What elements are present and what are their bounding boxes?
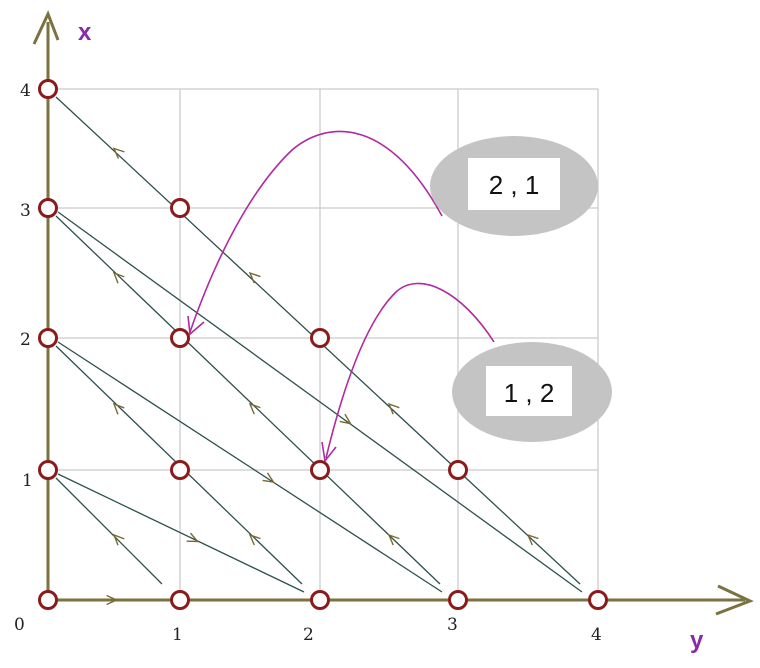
enumeration-path xyxy=(55,96,583,593)
vertical-tick-0: 0 xyxy=(14,615,25,635)
path-arrow-icon xyxy=(387,402,400,415)
path-arrow-icon xyxy=(526,533,539,546)
lattice-point xyxy=(170,328,190,348)
path-arrow-icon xyxy=(112,533,125,546)
path-arrow-icon xyxy=(387,533,400,546)
lattice-point xyxy=(38,328,58,348)
path-arrow-icon xyxy=(186,532,200,543)
lattice-point xyxy=(170,590,190,610)
horizontal-axis-label: y xyxy=(690,627,704,654)
axes xyxy=(32,10,754,616)
lattice-point xyxy=(170,460,190,480)
lattice-point xyxy=(310,590,330,610)
diagonal-segment-1 xyxy=(55,477,163,585)
callout-curve-1-2 xyxy=(325,282,495,459)
horizontal-tick-2: 2 xyxy=(303,625,314,645)
lattice-point xyxy=(448,460,468,480)
lattice-points xyxy=(38,79,608,610)
callout-arrow-icon xyxy=(187,315,205,336)
lattice-point xyxy=(448,590,468,610)
lattice-point xyxy=(588,590,608,610)
lattice-point xyxy=(310,460,330,480)
path-direction-arrows xyxy=(106,147,539,606)
vertical-tick-4: 4 xyxy=(20,81,31,101)
horizontal-tick-3: 3 xyxy=(447,615,458,635)
path-arrow-icon xyxy=(339,413,352,425)
return-segment-2 xyxy=(57,341,443,593)
return-segment-1 xyxy=(57,473,305,593)
horizontal-axis-arrow-icon xyxy=(715,584,754,616)
lattice-point xyxy=(170,198,190,218)
vertical-tick-2: 2 xyxy=(20,330,31,350)
callout-curve-2-1 xyxy=(189,130,443,333)
vertical-tick-1: 1 xyxy=(22,471,33,491)
bubble-label-box xyxy=(486,366,572,416)
callout-bubble-1-2: 1 , 2 xyxy=(452,342,612,442)
path-arrow-icon xyxy=(248,533,261,546)
path-arrow-icon xyxy=(248,271,261,284)
callout-arrow-icon xyxy=(321,441,337,463)
path-arrow-icon xyxy=(112,271,125,284)
vertical-axis-label: x xyxy=(78,19,92,46)
path-arrow-icon xyxy=(112,147,125,159)
horizontal-tick-1: 1 xyxy=(172,625,183,645)
vertical-tick-3: 3 xyxy=(20,201,31,221)
path-arrow-icon xyxy=(248,402,261,415)
path-arrow-icon xyxy=(112,402,125,415)
horizontal-tick-4: 4 xyxy=(591,625,602,645)
callout-bubble-2-1: 2 , 1 xyxy=(430,136,598,236)
lattice-point xyxy=(310,328,330,348)
diagonal-segment-3 xyxy=(55,215,441,585)
bubble-label-box xyxy=(468,158,560,210)
path-arrow-icon xyxy=(262,472,275,484)
path-arrow-icon xyxy=(106,594,119,606)
lattice-point xyxy=(38,79,58,99)
callout-label: 2 , 1 xyxy=(489,170,540,200)
vertical-axis-arrow-icon xyxy=(32,10,60,45)
callout-label: 1 , 2 xyxy=(504,378,555,408)
lattice-point xyxy=(38,590,58,610)
lattice-point xyxy=(38,460,58,480)
lattice-point xyxy=(38,198,58,218)
return-segment-3 xyxy=(57,211,583,593)
callout-curves xyxy=(187,130,495,463)
